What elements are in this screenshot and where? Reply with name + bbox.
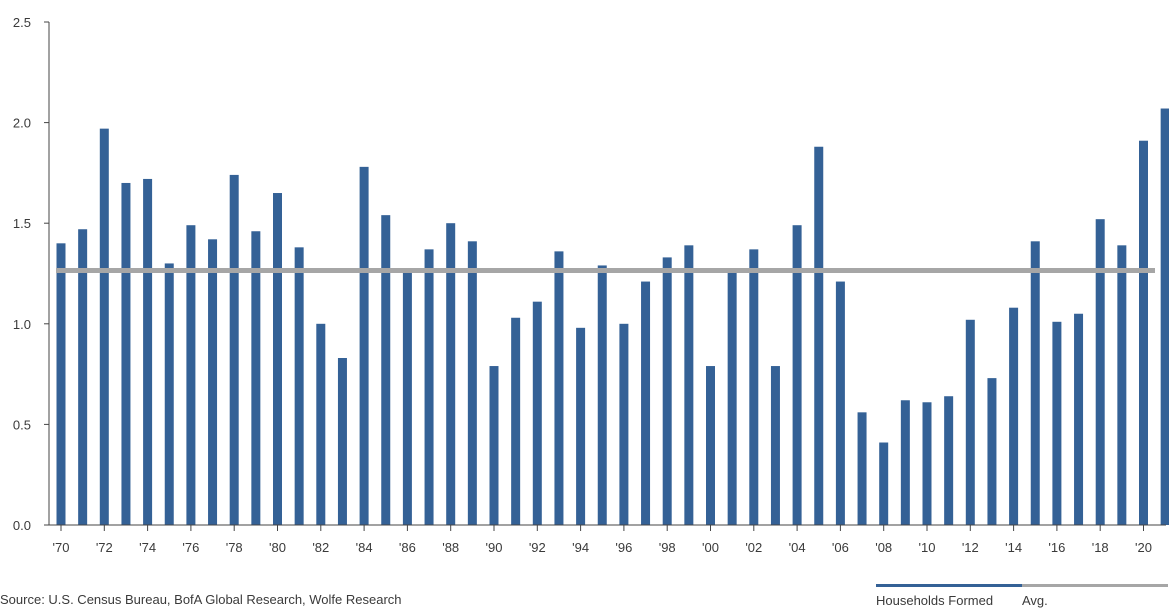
bar-93	[554, 251, 564, 525]
bar-13	[987, 378, 997, 525]
x-tick-label: '12	[962, 540, 979, 555]
x-tick-label: '20	[1135, 540, 1152, 555]
bar-88	[446, 223, 456, 525]
bar-71	[78, 229, 88, 526]
x-tick-label: '76	[182, 540, 199, 555]
legend: Households Formed Avg.	[876, 583, 1168, 608]
bar-89	[467, 241, 477, 525]
bar-01	[727, 271, 737, 525]
bar-90	[489, 366, 499, 525]
x-tick-label: '72	[96, 540, 113, 555]
bar-00	[706, 366, 715, 525]
bar-19	[1117, 245, 1127, 525]
bar-81	[294, 247, 304, 525]
x-tick-label: '18	[1092, 540, 1109, 555]
x-tick-label: '90	[486, 540, 503, 555]
bar-15	[1030, 241, 1040, 525]
x-tick-label: '16	[1048, 540, 1065, 555]
y-tick-label: 1.5	[13, 216, 31, 231]
y-tick-label: 1.0	[13, 317, 31, 332]
households-formed-chart: 0.0 0.5 1.0 1.5 2.0 2.5 '70 '72 '74 '76 '78 '80 '82…	[13, 15, 1169, 555]
bar-97	[641, 281, 651, 525]
bar-84	[359, 166, 369, 526]
bar-73	[121, 182, 131, 525]
y-tick-label: 2.0	[13, 116, 31, 131]
x-tick-label: '06	[832, 540, 849, 555]
bar-06	[835, 281, 845, 525]
x-tick-label: '04	[789, 540, 806, 555]
x-tick-label: '96	[615, 540, 632, 555]
bar-07	[857, 412, 867, 525]
bar-77	[208, 239, 218, 526]
x-tick-label: '86	[399, 540, 416, 555]
legend-swatch-households-formed	[876, 584, 1022, 587]
x-ticks-group: '70 '72 '74 '76 '78 '80 '82 '84 '86 '88 '90 '92 '94 '…	[53, 525, 1152, 555]
bar-18	[1095, 219, 1105, 525]
bar-70	[56, 243, 66, 525]
bar-75	[164, 263, 174, 525]
x-tick-label: '92	[529, 540, 546, 555]
bar-79	[251, 231, 261, 525]
x-tick-label: '82	[312, 540, 329, 555]
legend-label-average: Avg.	[1022, 593, 1048, 608]
legend-swatch-average	[1022, 584, 1168, 587]
source-note: Source: U.S. Census Bureau, BofA Global …	[0, 592, 402, 607]
bar-99	[684, 245, 694, 525]
y-ticks-group: 0.0 0.5 1.0 1.5 2.0 2.5	[13, 15, 49, 533]
bar-92	[532, 301, 542, 525]
bar-80	[273, 193, 282, 525]
x-tick-label: '10	[919, 540, 936, 555]
bar-02	[749, 249, 759, 526]
bar-17	[1074, 313, 1084, 525]
bar-03	[770, 366, 780, 525]
x-tick-label: '80	[269, 540, 286, 555]
bar-16	[1052, 321, 1062, 525]
x-tick-label: '88	[442, 540, 459, 555]
y-tick-label: 0.5	[13, 417, 31, 432]
bar-86	[402, 271, 412, 525]
bar-98	[662, 257, 672, 525]
x-tick-label: '00	[702, 540, 719, 555]
legend-item-households-formed: Households Formed	[876, 583, 1022, 608]
bar-12	[965, 319, 975, 525]
bar-10	[922, 402, 932, 525]
bar-94	[576, 327, 586, 525]
bar-14	[1009, 307, 1019, 525]
bar-76	[186, 225, 196, 525]
x-tick-label: '14	[1005, 540, 1022, 555]
bar-78	[229, 174, 239, 525]
bars-group	[56, 108, 1169, 526]
bar-95	[597, 265, 607, 525]
legend-item-average: Avg.	[1022, 583, 1168, 608]
bar-21	[1160, 108, 1169, 526]
x-tick-label: '78	[226, 540, 243, 555]
bar-11	[944, 396, 954, 525]
x-tick-label: '08	[875, 540, 892, 555]
bar-96	[619, 323, 629, 525]
bar-09	[900, 400, 910, 525]
x-tick-label: '98	[659, 540, 676, 555]
bar-82	[316, 323, 326, 525]
x-tick-label: '74	[139, 540, 156, 555]
x-tick-label: '70	[53, 540, 70, 555]
bar-08	[879, 442, 889, 525]
bar-74	[143, 178, 153, 525]
x-tick-label: '94	[572, 540, 589, 555]
bar-85	[381, 215, 391, 525]
bar-20	[1139, 140, 1148, 525]
bar-91	[511, 317, 521, 525]
axes-group	[48, 22, 1166, 526]
y-tick-label: 2.5	[13, 15, 31, 30]
x-tick-label: '02	[745, 540, 762, 555]
bar-05	[814, 146, 824, 526]
bar-72	[99, 128, 109, 525]
bar-04	[792, 225, 802, 525]
legend-label-households-formed: Households Formed	[876, 593, 994, 608]
x-tick-label: '84	[356, 540, 373, 555]
y-tick-label: 0.0	[13, 518, 31, 533]
bar-87	[424, 249, 434, 526]
bar-83	[337, 358, 347, 525]
